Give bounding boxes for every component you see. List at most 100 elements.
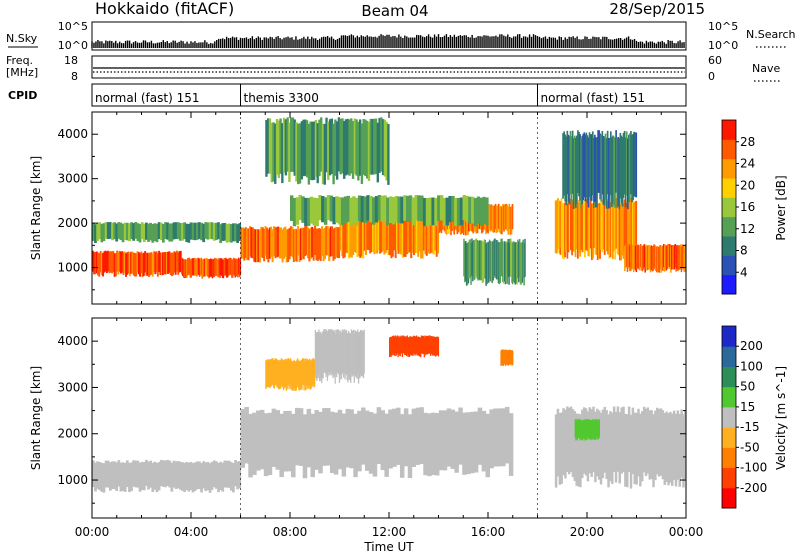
data-cell (220, 258, 223, 276)
data-cell (149, 460, 152, 488)
data-cell (324, 329, 326, 373)
data-cell (497, 408, 502, 467)
data-cell (164, 460, 167, 488)
data-cell (582, 133, 585, 201)
data-cell (376, 122, 379, 183)
data-cell (467, 242, 470, 284)
data-cell (115, 462, 119, 491)
colorbar-tick-label: 4 (740, 265, 748, 279)
data-cell (656, 407, 659, 475)
colorbar-title: Power [dB] (774, 175, 788, 240)
data-cell (341, 329, 343, 374)
y-axis-title: Slant Range [km] (29, 366, 43, 470)
data-cell (153, 250, 155, 273)
data-cell (507, 206, 510, 235)
data-cell (265, 360, 267, 390)
data-cell (128, 223, 131, 242)
data-cell (353, 413, 358, 478)
data-cell (309, 227, 312, 259)
nsky-label: N.Sky (6, 32, 38, 45)
data-cell (401, 335, 403, 354)
data-cell (278, 360, 280, 390)
data-cell (178, 223, 182, 241)
data-cell (391, 335, 394, 354)
data-cell (510, 206, 513, 235)
data-cell (200, 463, 203, 493)
data-cell (311, 359, 313, 387)
data-cell (473, 240, 476, 280)
data-cell (362, 331, 365, 379)
data-cell (404, 220, 407, 257)
data-cell (173, 251, 176, 273)
data-cell (349, 332, 351, 381)
data-cell (191, 222, 195, 240)
data-cell (581, 199, 584, 253)
data-cell (337, 409, 343, 470)
data-cell (277, 120, 280, 179)
data-cell (674, 244, 676, 268)
data-cell (591, 131, 594, 196)
data-cell (496, 205, 499, 233)
data-cell (140, 251, 143, 274)
data-cell (218, 257, 220, 275)
data-cell (445, 197, 449, 226)
data-cell (678, 413, 681, 487)
data-cell (369, 196, 373, 223)
data-cell (507, 238, 509, 278)
data-cell (333, 412, 339, 475)
data-cell (669, 411, 672, 483)
data-cell (341, 118, 344, 174)
data-cell (281, 359, 283, 387)
data-cell (571, 201, 573, 256)
data-cell (372, 413, 378, 477)
data-cell (126, 252, 129, 275)
data-cell (415, 335, 418, 353)
data-cell (176, 222, 180, 240)
data-cell (168, 251, 171, 273)
data-cell (431, 218, 434, 254)
data-cell (211, 259, 214, 279)
data-cell (518, 238, 521, 278)
data-cell (360, 196, 365, 223)
data-cell (581, 409, 584, 479)
data-cell (408, 337, 410, 357)
data-cell (181, 223, 184, 241)
data-cell (149, 252, 152, 276)
data-cell (426, 336, 428, 355)
data-cell (224, 258, 226, 277)
data-cell (488, 204, 491, 230)
data-cell (503, 205, 505, 232)
data-cell (454, 197, 458, 227)
data-cell (632, 246, 635, 273)
data-cell (141, 253, 144, 277)
data-cell (220, 257, 222, 276)
data-cell (323, 123, 326, 185)
data-cell (480, 240, 483, 281)
data-cell (142, 223, 146, 242)
data-cell (305, 358, 307, 385)
data-cell (251, 227, 254, 259)
data-layer (92, 117, 686, 286)
data-cell (608, 137, 611, 209)
data-cell (482, 196, 486, 224)
colorbar-cell (722, 120, 736, 140)
data-cell (608, 202, 611, 259)
data-cell (331, 329, 333, 373)
data-cell (193, 462, 197, 491)
data-cell (619, 132, 622, 199)
data-cell (391, 197, 396, 225)
data-cell (314, 410, 319, 470)
data-cell (672, 410, 676, 481)
data-cell (554, 200, 557, 254)
data-cell (333, 331, 336, 377)
data-cell (670, 246, 672, 273)
data-cell (402, 335, 404, 353)
data-cell (225, 223, 229, 243)
data-cell (346, 332, 348, 381)
data-cell (335, 331, 338, 378)
data-cell (485, 413, 491, 478)
data-cell (684, 410, 686, 480)
data-cell (560, 412, 563, 484)
data-cell (204, 258, 207, 277)
data-cell (234, 259, 237, 278)
